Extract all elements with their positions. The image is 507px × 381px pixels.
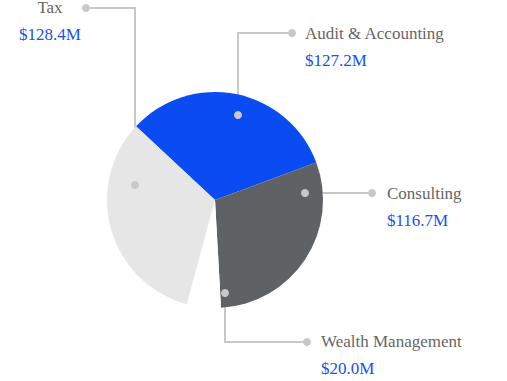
svg-text:$116.7M: $116.7M <box>387 211 448 230</box>
svg-text:Wealth Management: Wealth Management <box>321 332 462 351</box>
svg-text:Consulting: Consulting <box>387 184 462 203</box>
svg-text:Tax: Tax <box>37 0 63 17</box>
svg-text:Audit & Accounting: Audit & Accounting <box>305 24 444 43</box>
svg-text:$128.4M: $128.4M <box>19 25 81 44</box>
svg-text:$20.0M: $20.0M <box>321 359 374 378</box>
svg-text:$127.2M: $127.2M <box>305 51 367 70</box>
